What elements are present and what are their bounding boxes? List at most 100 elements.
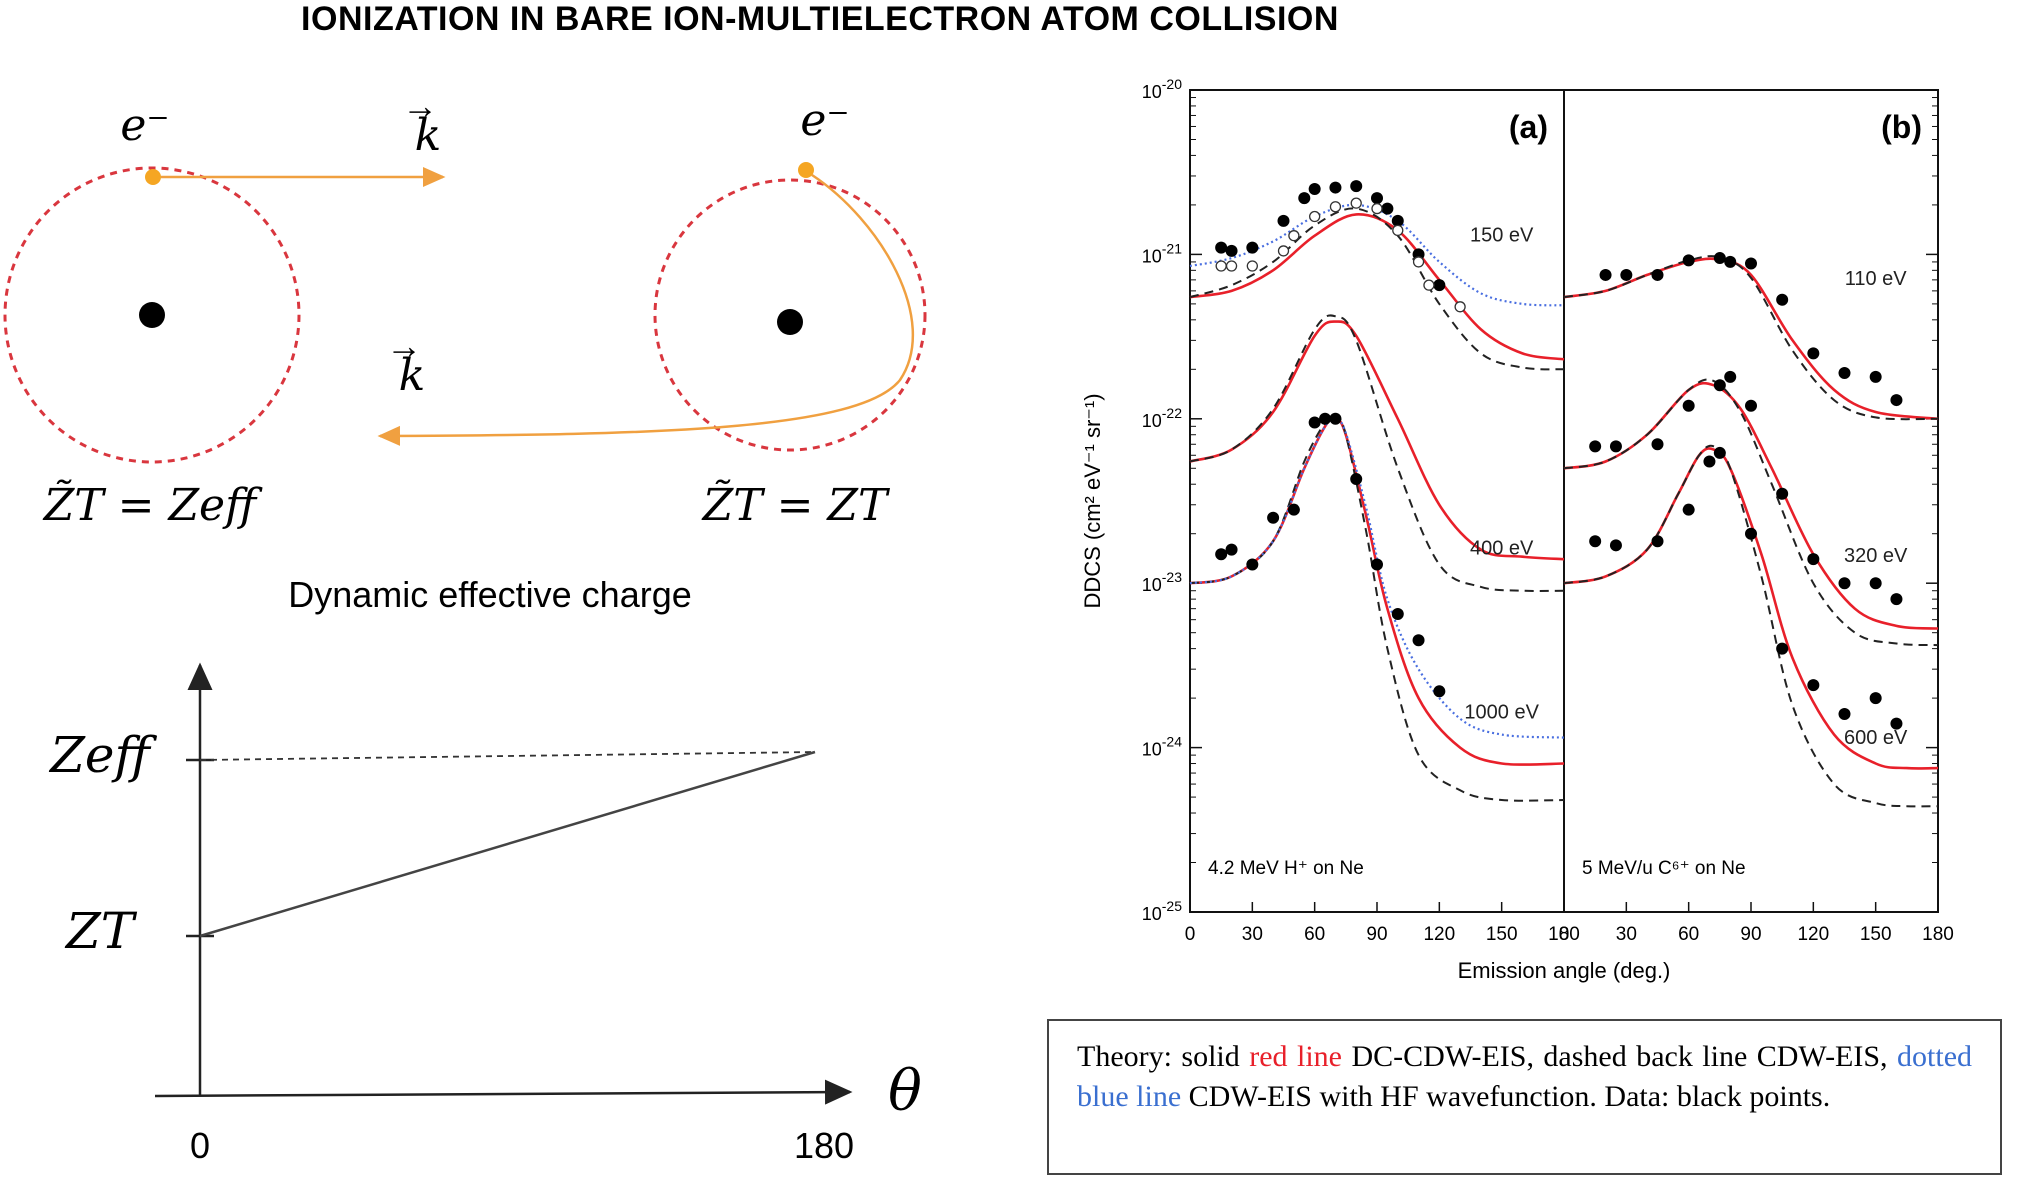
- data-point: [1589, 535, 1602, 548]
- data-point: [1869, 577, 1882, 590]
- data-point: [1225, 543, 1238, 556]
- data-point: [1215, 260, 1227, 272]
- panel-frame-1: [1563, 89, 1939, 913]
- left-electron: [145, 169, 161, 185]
- data-point: [1350, 197, 1362, 209]
- data-point: [1682, 503, 1695, 516]
- left-k-vector-icon: →: [402, 85, 438, 126]
- x-label-theta: θ: [888, 1059, 922, 1124]
- data-point: [1620, 268, 1633, 281]
- data-point: [1423, 279, 1435, 291]
- data-point: [1713, 379, 1726, 392]
- energy-label: 600 eV: [1844, 727, 1908, 749]
- x-tick-label: 180: [1922, 924, 1954, 945]
- data-point: [1776, 293, 1789, 306]
- legend-red-description: DC-CDW-EIS, dashed back line CDW-EIS,: [1351, 1040, 1888, 1073]
- x-tick-label: 60: [1304, 924, 1325, 945]
- data-point: [1267, 511, 1280, 524]
- x-tick-label-end: 180: [794, 1125, 854, 1166]
- x-tick-label: 180: [1548, 924, 1580, 945]
- x-tick-label: 60: [1678, 924, 1699, 945]
- right-charge-equation: Z̃T = ZT: [701, 478, 891, 531]
- x-tick-label: 30: [1616, 924, 1637, 945]
- right-k-label: k: [399, 350, 426, 401]
- dc-cdw-eis-line-150-eV: [1189, 213, 1565, 361]
- right-electron: [798, 162, 814, 178]
- x-tick-label: 90: [1740, 924, 1761, 945]
- legend-red-line-label: red line: [1249, 1040, 1343, 1073]
- energy-label: 400 eV: [1470, 537, 1534, 559]
- energy-label: 110 eV: [1845, 268, 1908, 290]
- data-point: [1745, 257, 1757, 270]
- energy-label: 320 eV: [1844, 545, 1908, 567]
- cdw-eis-line-1000-eV: [1189, 413, 1565, 802]
- dc-cdw-eis-line-600-eV: [1563, 447, 1939, 770]
- data-point: [1298, 192, 1311, 205]
- y-tick-label: 10-21: [1142, 240, 1182, 266]
- data-point: [1745, 399, 1757, 412]
- cdw-eis-line-400-eV: [1189, 314, 1565, 593]
- data-point: [1869, 370, 1882, 383]
- data-point: [1246, 558, 1259, 571]
- data-point: [1651, 438, 1664, 451]
- x-tick-label: 150: [1860, 924, 1892, 945]
- cdw-eis-line-320-eV: [1563, 378, 1939, 647]
- left-k-label: k: [415, 110, 442, 161]
- x-tick-label: 0: [1559, 924, 1570, 945]
- left-orbit: [3, 166, 301, 464]
- energy-label: 1000 eV: [1464, 702, 1539, 724]
- theory-legend: Theory: solid red line DC-CDW-EIS, dashe…: [1047, 1019, 2002, 1175]
- data-point: [1215, 548, 1228, 561]
- dc-cdw-eis-line-320-eV: [1563, 381, 1939, 630]
- data-point: [1225, 260, 1238, 272]
- data-point: [1288, 230, 1300, 242]
- diagram-caption: Dynamic effective charge: [288, 574, 692, 615]
- data-point: [1713, 446, 1726, 459]
- data-point: [1713, 252, 1726, 265]
- panel-label: (b): [1881, 109, 1922, 145]
- dynamic-charge-line: [199, 750, 816, 938]
- page-title: IONIZATION IN BARE ION-MULTIELECTRON ATO…: [301, 0, 1339, 38]
- left-electron-label: e⁻: [120, 100, 169, 151]
- data-point: [1412, 634, 1425, 647]
- y-tick-label: 10-22: [1142, 405, 1182, 431]
- data-point: [1350, 473, 1363, 486]
- x-tick-label: 90: [1366, 924, 1387, 945]
- data-point: [1776, 642, 1789, 655]
- data-point: [1838, 577, 1851, 590]
- data-point: [1381, 202, 1394, 215]
- data-point: [1807, 553, 1820, 566]
- data-point: [1890, 394, 1903, 407]
- data-point: [1371, 558, 1383, 571]
- data-point: [1225, 244, 1238, 257]
- dc-cdw-eis-line-400-eV: [1189, 320, 1565, 561]
- data-point: [1838, 708, 1851, 721]
- panel-label: (a): [1509, 109, 1548, 145]
- data-point: [1319, 412, 1332, 425]
- data-point: [1807, 347, 1820, 360]
- data-point: [1807, 679, 1820, 692]
- data-point: [1890, 593, 1903, 606]
- data-point: [1391, 607, 1404, 620]
- y-label-zt: ZT: [64, 902, 138, 960]
- x-tick-label: 120: [1423, 924, 1455, 945]
- data-point: [1433, 279, 1446, 292]
- cdw-eis-line-600-eV: [1563, 444, 1939, 808]
- data-point: [1682, 399, 1695, 412]
- schematic-x-axis: [154, 1079, 853, 1105]
- energy-label: 150 eV: [1470, 224, 1534, 246]
- x-tick-label: 120: [1797, 924, 1829, 945]
- data-point: [1329, 181, 1342, 194]
- data-point: [1703, 455, 1716, 468]
- data-point: [1609, 539, 1622, 552]
- data-point: [1215, 241, 1228, 254]
- data-point: [1724, 370, 1737, 383]
- data-point: [1682, 254, 1695, 267]
- data-point: [1651, 268, 1664, 281]
- data-point: [1589, 440, 1602, 453]
- right-electron-label: e⁻: [800, 95, 849, 146]
- y-label-zeff: Zeff: [48, 726, 157, 784]
- data-point: [1287, 503, 1300, 516]
- right-momentum-trajectory: [377, 173, 915, 446]
- legend-blue-line-label: dotted blue line: [1077, 1040, 1973, 1113]
